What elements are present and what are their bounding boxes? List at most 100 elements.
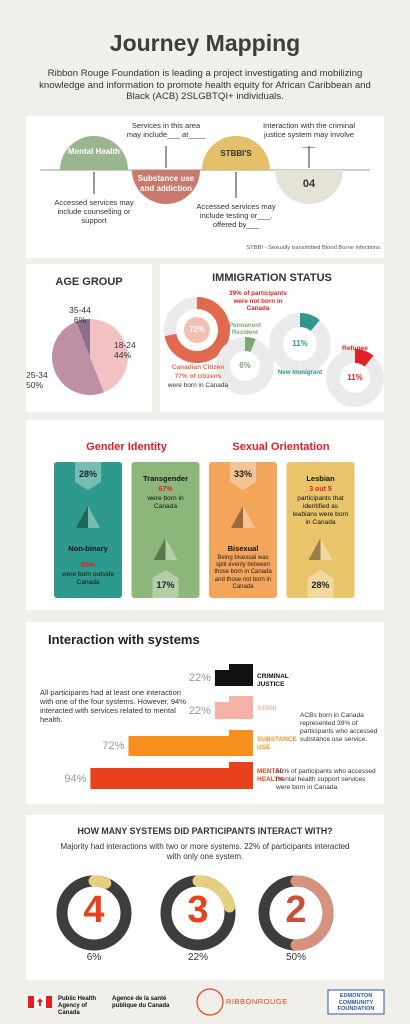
pyramid	[320, 538, 333, 560]
slice-value: 44%	[114, 350, 132, 360]
donut-arc	[290, 875, 334, 951]
badge-value: 28%	[78, 469, 97, 479]
pyramid	[243, 506, 255, 528]
category: Refugee	[342, 345, 368, 352]
donut-center	[184, 317, 210, 343]
system-count: 2	[285, 889, 307, 931]
footnote: STBBI - Sexually transmitted Blood Borne…	[246, 245, 380, 251]
logo-text: EDMONTON COMMUNITY FOUNDATION	[337, 993, 375, 1013]
step-label: Mental Health	[67, 147, 120, 156]
category: New Immigrant	[277, 369, 323, 376]
bar	[128, 736, 253, 756]
bar-step	[229, 730, 253, 738]
card-label: Bisexual	[227, 544, 259, 553]
bar-value: 72%	[102, 740, 125, 752]
bar-step	[229, 762, 253, 770]
slice-label: 18-24	[114, 340, 136, 350]
donut-value: 11%	[347, 373, 363, 382]
section-title: Gender Identity	[86, 441, 167, 453]
bar-value: 94%	[64, 772, 87, 785]
title: Journey Mapping	[109, 30, 301, 56]
bar-label: MENTAL HEALTH	[257, 768, 284, 783]
bar-value: 22%	[188, 704, 211, 717]
flag-bar	[28, 996, 34, 1008]
donut-arc	[354, 349, 374, 367]
donut-value: 22%	[187, 952, 208, 963]
bar-step	[229, 664, 253, 672]
chart-title: IMMIGRATION STATUS	[212, 272, 332, 284]
pyramid	[153, 538, 166, 560]
card	[131, 462, 200, 598]
donut-arc	[244, 337, 256, 353]
donut-value: 11%	[292, 339, 308, 348]
logo-text: RIBBONROUGE	[226, 997, 288, 1006]
slice-label: 35-44	[69, 305, 91, 315]
pie-slice	[76, 319, 90, 357]
ribbon-logo	[196, 988, 224, 1016]
pie-slice	[90, 319, 128, 393]
card-note: were born in Canada	[147, 495, 184, 510]
value-badge	[307, 570, 334, 598]
card-label: Lesbian	[306, 474, 335, 483]
card	[209, 462, 277, 598]
value-badge	[75, 462, 101, 490]
card-highlight: 67%	[158, 486, 173, 493]
step-note: Interaction with the criminal justice sy…	[263, 121, 356, 149]
note: ACBs born in Canada represented 39% of p…	[300, 712, 378, 743]
logo-text: Agence de la santé publique du Canada	[112, 996, 170, 1010]
chart-title: AGE GROUP	[55, 276, 123, 288]
donut-arc	[88, 875, 112, 889]
card-highlight: 3 out 5	[309, 486, 332, 493]
card-note: were born outside Canada	[61, 571, 115, 586]
pyramid	[231, 506, 243, 528]
donut-value: 50%	[285, 952, 306, 963]
badge-value: 17%	[156, 580, 175, 590]
pyramid	[308, 538, 321, 560]
pyramid	[88, 506, 100, 528]
bar-label: STBBI	[257, 705, 277, 712]
section-title: Interaction with systems	[48, 632, 200, 647]
flag-leaf	[37, 998, 43, 1006]
flag-bar	[46, 996, 52, 1008]
bar	[90, 768, 253, 789]
step-note: Services in this area may include___ at_…	[126, 121, 206, 140]
card-note: Being bisexual was split evenly between …	[214, 555, 272, 590]
bar-value: 22%	[188, 672, 211, 684]
donut-arc	[164, 297, 230, 363]
value-badge	[152, 570, 179, 598]
step-shape	[60, 136, 128, 170]
donut-value: 6%	[86, 952, 102, 963]
card-highlight: 60%	[80, 562, 95, 569]
intro: Ribbon Rouge Foundation is leading a pro…	[39, 68, 371, 102]
category: Canadian Citizen	[171, 364, 225, 371]
badge-value: 28%	[311, 580, 330, 590]
note: 39% of participants were not born in Can…	[229, 290, 287, 313]
bar-label: CRIMINAL JUSTICE	[257, 673, 289, 688]
system-count: 3	[187, 889, 209, 931]
step-shape	[202, 136, 270, 170]
donut-value: 6%	[239, 361, 251, 370]
step-shape	[132, 170, 200, 204]
note: 50% of participants who accessed mental …	[276, 768, 376, 791]
bar-step	[229, 696, 253, 704]
bar-label: SUBSTANCE USE	[257, 736, 297, 751]
slice-value: 6%	[73, 315, 87, 325]
category: Permanent Resident	[229, 322, 261, 337]
donut-value: 72%	[188, 325, 205, 334]
card-label: Non-binary	[68, 544, 108, 553]
pyramid	[165, 538, 178, 560]
summary: Majority had interactions with two or mo…	[60, 842, 350, 861]
step-label: Substance use and addiction	[137, 174, 195, 193]
step-label: STBBI'S	[220, 149, 252, 158]
donut-arc	[299, 313, 320, 332]
card-label: Transgender	[142, 474, 188, 483]
section-title: HOW MANY SYSTEMS DID PARTICIPANTS INTERA…	[77, 826, 333, 836]
card-note: participants that identified as leabians…	[292, 495, 349, 526]
slice-value: 50%	[26, 380, 44, 390]
citizen-note: were born in Canada	[167, 382, 229, 389]
value-badge	[230, 462, 256, 490]
system-count: 4	[83, 889, 105, 931]
badge-value: 33%	[233, 469, 252, 479]
